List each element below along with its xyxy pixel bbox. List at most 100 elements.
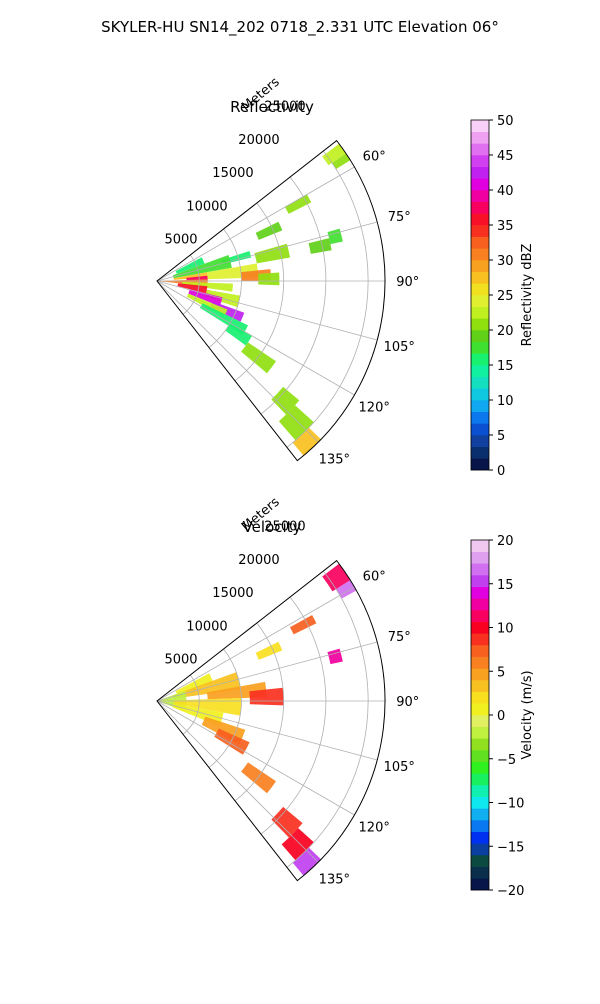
azimuth-spoke — [156, 166, 355, 282]
colorbar-swatch — [471, 633, 489, 646]
colorbar-swatch — [471, 283, 489, 296]
colorbar-swatch — [471, 773, 489, 786]
colorbar-swatch — [471, 575, 489, 587]
colorbar-swatch — [471, 318, 489, 331]
colorbar-tick-label: 30 — [497, 254, 514, 269]
velocity-panel: 60° 75° 90° 105° 120° 135° 5000 10000 15000 20000… — [156, 495, 535, 899]
range-ring — [182, 254, 200, 315]
panel-title: Reflectivity — [230, 98, 314, 116]
colorbar-swatch — [471, 120, 489, 132]
data-cells — [157, 143, 351, 456]
data-cell — [336, 580, 357, 599]
colorbar-tick-label: 20 — [497, 324, 514, 339]
range-ring — [182, 674, 200, 735]
colorbar-swatch — [471, 726, 489, 739]
colorbar-swatch — [471, 178, 489, 191]
colorbar-tick-label: 15 — [497, 359, 514, 374]
colorbar-swatch — [471, 260, 489, 272]
data-cell — [241, 762, 277, 794]
colorbar-swatch — [471, 551, 489, 564]
colorbar-swatch — [471, 621, 489, 634]
data-cell — [255, 221, 283, 240]
colorbar-swatch — [471, 843, 489, 856]
azimuth-spoke — [156, 700, 355, 816]
colorbar-tick-label: 50 — [497, 114, 514, 129]
colorbar-tick-label: −5 — [497, 753, 516, 768]
colorbar-swatch — [471, 435, 489, 447]
colorbar-tick-label: 5 — [497, 429, 505, 444]
colorbar-tick-label: 25 — [497, 289, 514, 304]
azimuth-spoke — [156, 586, 355, 702]
colorbar-swatch — [471, 330, 489, 342]
range-ring — [234, 622, 285, 802]
colorbar-swatch — [471, 131, 489, 144]
colorbar-tick-label: −15 — [497, 840, 524, 855]
colorbar-swatch — [471, 750, 489, 762]
colorbar-swatch — [471, 563, 489, 576]
azimuth-spoke — [156, 280, 378, 341]
colorbar-swatch — [471, 248, 489, 261]
colorbar-tick-label: −20 — [497, 884, 524, 899]
range-ring — [286, 150, 369, 448]
data-cell — [225, 323, 253, 346]
data-cell — [322, 563, 351, 592]
data-cell — [308, 238, 332, 254]
colorbar-swatch — [471, 820, 489, 832]
data-cell — [254, 243, 291, 264]
colorbar-swatch — [471, 353, 489, 366]
colorbar-tick-label: 45 — [497, 149, 514, 164]
azimuth-spoke — [156, 280, 355, 396]
radial-tick-label: 10000 — [186, 619, 227, 634]
colorbar-swatch — [471, 656, 489, 669]
colorbar-swatch — [471, 236, 489, 249]
data-cell — [177, 283, 208, 294]
azimuth-tick-label: 135° — [319, 452, 350, 467]
grid — [156, 570, 385, 868]
data-cell — [255, 641, 283, 660]
colorbar: 0 5 10 15 20 25 30 35 40 45 50 Reflectivity dBZ — [470, 114, 535, 479]
data-cell — [292, 427, 322, 456]
sector-frame — [156, 139, 386, 462]
azimuth-tick-label: 90° — [396, 695, 419, 710]
colorbar-tick-label: 10 — [497, 622, 514, 637]
data-cell — [175, 257, 205, 274]
colorbar-tick-label: 5 — [497, 665, 505, 680]
radial-tick-label: 20000 — [238, 133, 279, 148]
colorbar-swatch — [471, 295, 489, 307]
data-cell — [292, 847, 322, 876]
colorbar-label: Velocity (m/s) — [520, 670, 535, 759]
radial-tick-label: 5000 — [164, 653, 197, 668]
colorbar-swatch — [471, 831, 489, 844]
range-ring — [286, 570, 369, 868]
colorbar-swatch — [471, 388, 489, 401]
azimuth-tick-label: 120° — [359, 820, 390, 835]
azimuth-spoke — [156, 221, 378, 282]
colorbar-swatch — [471, 610, 489, 622]
sector-frame — [156, 559, 386, 882]
radial-tick-label: 15000 — [212, 586, 253, 601]
colorbar-tick-label: −10 — [497, 797, 524, 812]
azimuth-tick-label: 60° — [363, 150, 386, 165]
range-ring — [260, 596, 327, 835]
colorbar-swatch — [471, 866, 489, 879]
radial-tick-label: 5000 — [164, 233, 197, 248]
panel-title: Velocity — [243, 518, 302, 536]
colorbar-swatch — [471, 855, 489, 867]
data-cell — [281, 828, 314, 861]
reflectivity-panel: 60° 75° 90° 105° 120° 135° 5000 10000 15000 20000… — [156, 75, 535, 479]
colorbar-swatch — [471, 423, 489, 436]
data-cell — [182, 281, 233, 292]
radial-tick-label: 10000 — [186, 199, 227, 214]
colorbar-tick-label: 35 — [497, 219, 514, 234]
colorbar-swatch — [471, 785, 489, 797]
colorbar-tick-label: 20 — [497, 534, 514, 549]
colorbar-swatch — [471, 400, 489, 412]
radial-tick-label: 25000 — [264, 520, 305, 535]
data-cell — [173, 698, 242, 716]
azimuth-tick-label: 105° — [384, 340, 415, 355]
colorbar-swatch — [471, 376, 489, 389]
colorbar-swatch — [471, 598, 489, 611]
colorbar-swatch — [471, 703, 489, 716]
